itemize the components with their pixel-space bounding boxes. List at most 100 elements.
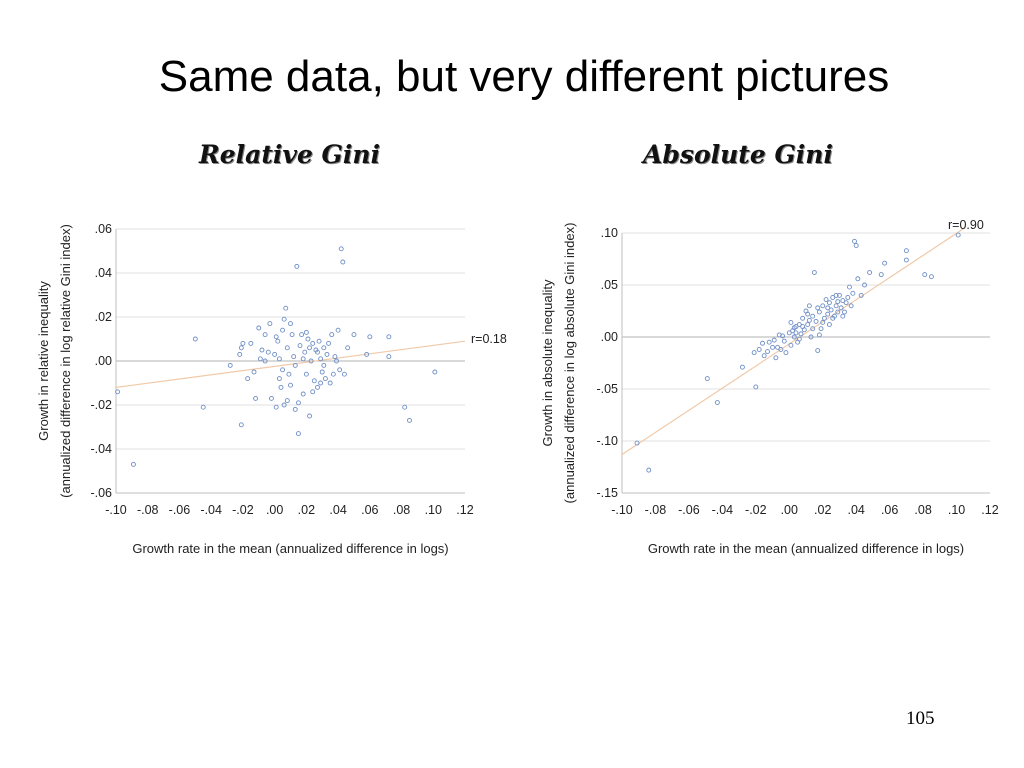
data-point [796, 336, 802, 342]
y-tick-label: -.05 [596, 382, 618, 396]
data-point [775, 344, 781, 350]
y-axis-subtitle: (annualized difference in log absolute G… [562, 223, 577, 504]
x-tick-label: -.02 [232, 503, 254, 517]
y-axis-title: Growth in relative inequality [36, 281, 51, 441]
y-tick-label: -.15 [596, 486, 618, 500]
data-point [815, 305, 821, 311]
data-point [791, 325, 797, 331]
data-point [259, 347, 265, 353]
data-point [248, 340, 254, 346]
data-point [786, 330, 792, 336]
data-point [811, 270, 817, 275]
data-point [823, 297, 829, 303]
data-point [816, 309, 822, 315]
x-tick-label: -.02 [745, 503, 767, 517]
correlation-label: r=0.18 [471, 332, 507, 346]
data-point [808, 334, 814, 340]
x-tick-label: .06 [361, 503, 378, 517]
data-point [791, 334, 797, 340]
x-tick-label: -.06 [169, 503, 191, 517]
data-point [310, 340, 316, 346]
x-tick-label: .00 [266, 503, 283, 517]
x-tick-label: .10 [948, 503, 965, 517]
data-point [276, 356, 282, 362]
data-point [805, 322, 811, 327]
y-tick-label: .10 [601, 226, 618, 240]
data-point [761, 353, 767, 359]
data-point [858, 292, 864, 298]
data-point [825, 305, 831, 311]
data-point [310, 389, 316, 395]
data-point [273, 404, 279, 410]
data-point [334, 358, 339, 364]
data-point [330, 371, 336, 377]
data-point [840, 313, 846, 319]
y-tick-label: .02 [95, 310, 112, 324]
trend-line [115, 340, 466, 388]
data-point [756, 347, 762, 352]
data-point [262, 332, 268, 338]
data-point [903, 248, 909, 254]
data-point [805, 311, 811, 317]
data-point [292, 362, 298, 368]
data-point [842, 309, 847, 315]
data-point [288, 382, 293, 388]
data-point [281, 316, 287, 322]
data-point [326, 340, 332, 346]
data-point [751, 350, 757, 356]
x-tick-label: -.08 [137, 503, 159, 517]
data-point [783, 350, 789, 356]
data-point [955, 232, 961, 238]
data-point [307, 413, 312, 419]
data-point [815, 348, 821, 353]
absolute-gini-title: Absolute Gini [643, 140, 833, 169]
data-point [432, 369, 438, 375]
relative-gini-title: Relative Gini [199, 140, 381, 169]
x-tick-label: .12 [981, 503, 998, 517]
data-point [278, 384, 284, 390]
y-tick-label: .06 [95, 222, 112, 236]
x-tick-label: -.06 [678, 503, 700, 517]
data-point [302, 349, 308, 355]
data-point [704, 376, 710, 382]
data-point [835, 309, 841, 315]
data-point [407, 417, 412, 423]
data-point [303, 371, 309, 377]
data-point [341, 371, 347, 377]
data-point [853, 243, 859, 248]
data-point [773, 355, 779, 361]
x-tick-label: -.04 [712, 503, 734, 517]
y-tick-label: -.04 [90, 442, 112, 456]
data-point [327, 380, 333, 386]
y-tick-label: .05 [601, 278, 618, 292]
data-point [816, 332, 822, 338]
data-point [796, 322, 802, 327]
data-point [810, 326, 816, 332]
data-point [345, 345, 351, 351]
data-point [847, 284, 852, 290]
data-point [240, 340, 246, 346]
data-point [251, 369, 257, 375]
data-point [386, 354, 392, 360]
data-point [200, 404, 206, 410]
data-point [115, 389, 121, 395]
x-tick-label: .10 [425, 503, 442, 517]
y-axis-title: Growth in absolute inequality [540, 279, 555, 446]
data-point [340, 259, 346, 265]
data-point [351, 332, 357, 338]
data-point [272, 351, 278, 357]
data-point [798, 331, 804, 337]
data-point [837, 292, 842, 298]
data-point [311, 378, 317, 384]
data-point [781, 338, 787, 344]
x-tick-label: .12 [456, 503, 473, 517]
data-point [766, 339, 772, 345]
data-point [332, 354, 338, 360]
data-point [192, 336, 198, 342]
data-point [321, 362, 327, 368]
trend-line [621, 227, 966, 456]
data-point [818, 326, 824, 332]
data-point [820, 303, 826, 309]
data-point [315, 384, 320, 390]
